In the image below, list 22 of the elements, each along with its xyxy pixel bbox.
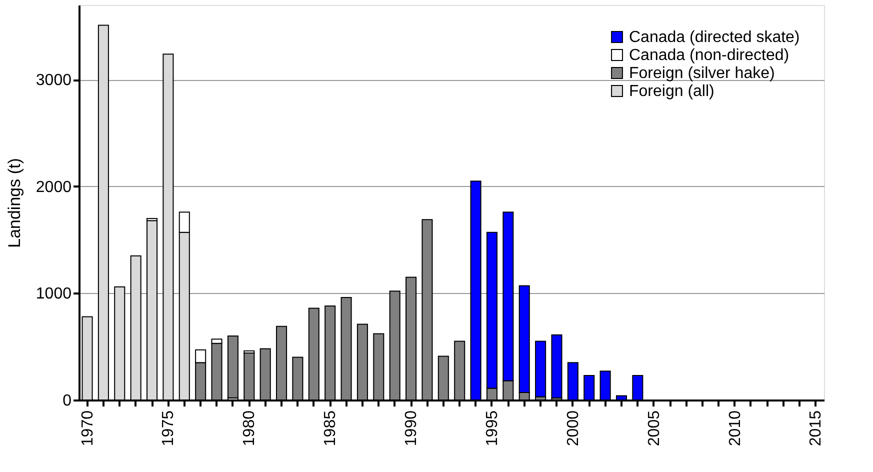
bar (551, 334, 562, 398)
legend-label: Foreign (silver hake) (629, 65, 775, 82)
x-tick-label: 1995 (484, 410, 501, 446)
bar (227, 335, 238, 398)
y-tick-label: 3000 (36, 72, 72, 90)
x-tick-label: 1980 (241, 410, 258, 446)
x-tick-label: 2010 (726, 410, 744, 446)
x-tick-label: 2015 (808, 410, 825, 446)
y-tick-label: 0 (62, 392, 72, 410)
x-tick-label: 1985 (322, 410, 340, 446)
x-tick-label: 2005 (646, 410, 663, 446)
legend-label: Canada (non-directed) (629, 47, 790, 64)
x-tick-label: 1975 (160, 410, 178, 446)
y-tick-label: 2000 (36, 178, 72, 196)
y-tick-label: 1000 (36, 286, 72, 303)
x-tick-label: 2000 (564, 410, 582, 446)
y-axis-title: Landings (t) (4, 158, 24, 248)
bar (535, 340, 546, 398)
legend-label: Canada (directed skate) (629, 29, 800, 46)
x-tick-label: 1970 (79, 410, 96, 446)
x-tick-label: 1990 (403, 410, 420, 446)
legend-label: Foreign (all) (629, 83, 714, 100)
